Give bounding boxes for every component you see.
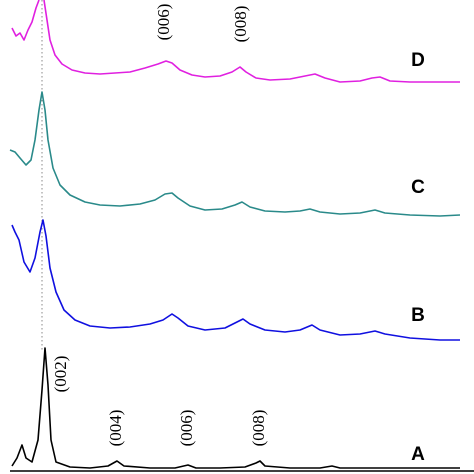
curve-label: C	[411, 177, 425, 198]
curve-b	[11, 219, 460, 341]
peak-label: (008)	[231, 6, 250, 43]
peak-label: (006)	[154, 4, 173, 41]
peak-label: (006)	[177, 410, 196, 447]
curve-label: B	[411, 305, 425, 326]
peak-label: (008)	[249, 410, 268, 447]
curve-label: A	[411, 444, 425, 465]
curve-d	[11, 0, 460, 83]
peak-label: (002)	[51, 356, 70, 393]
curve-c	[9, 91, 461, 217]
curve-label: D	[411, 50, 425, 71]
curve-a	[11, 347, 460, 469]
peak-label: (004)	[106, 410, 125, 447]
